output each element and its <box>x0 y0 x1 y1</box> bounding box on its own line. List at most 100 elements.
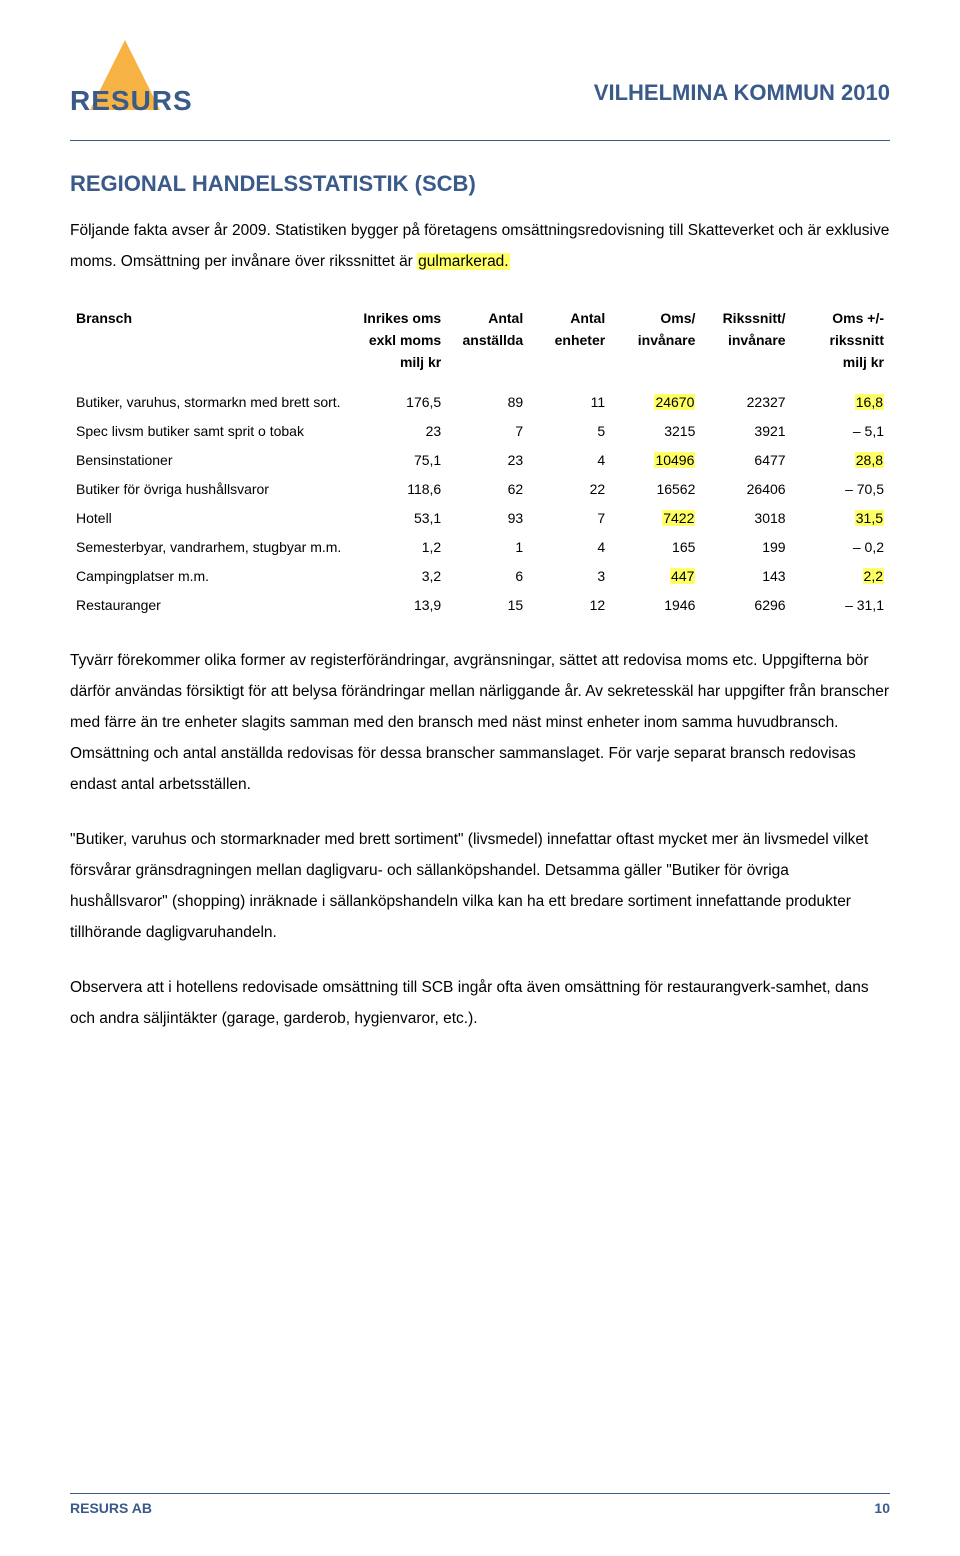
row-value: 1,2 <box>349 533 447 562</box>
intro-paragraph: Följande fakta avser år 2009. Statistike… <box>70 215 890 277</box>
table-col-subheader: anställda <box>447 329 529 351</box>
table-row: Semesterbyar, vandrarhem, stugbyar m.m.1… <box>70 533 890 562</box>
table-row: Butiker för övriga hushållsvaror118,6622… <box>70 475 890 504</box>
page-footer: RESURS AB 10 <box>70 1493 890 1516</box>
highlighted-value: 7422 <box>662 510 695 526</box>
row-value: 28,8 <box>792 446 890 475</box>
intro-line-1: Följande fakta avser år 2009. Statistike… <box>70 222 774 239</box>
row-value: 22 <box>529 475 611 504</box>
table-body: Butiker, varuhus, stormarkn med brett so… <box>70 374 890 620</box>
row-value: 3 <box>529 562 611 591</box>
row-value: 89 <box>447 388 529 417</box>
row-value: 4 <box>529 446 611 475</box>
page-header: RESURS VILHELMINA KOMMUN 2010 <box>70 40 890 130</box>
row-value: 176,5 <box>349 388 447 417</box>
row-value: 6 <box>447 562 529 591</box>
highlighted-value: 2,2 <box>863 568 884 584</box>
row-value: 62 <box>447 475 529 504</box>
logo: RESURS <box>70 40 210 130</box>
table-col-subheader2: milj kr <box>792 351 890 373</box>
row-value: 2,2 <box>792 562 890 591</box>
row-value: 16562 <box>611 475 701 504</box>
row-value: 53,1 <box>349 504 447 533</box>
table-col-subheader2 <box>447 351 529 373</box>
paragraph-2: "Butiker, varuhus och stormarknader med … <box>70 824 890 948</box>
row-value: 10496 <box>611 446 701 475</box>
header-divider <box>70 140 890 141</box>
table-col-subheader2: milj kr <box>349 351 447 373</box>
row-value: – 70,5 <box>792 475 890 504</box>
table-col-header: Antal <box>447 307 529 329</box>
footer-page-number: 10 <box>874 1500 890 1516</box>
statistics-table: BranschInrikes omsAntalAntalOms/Rikssnit… <box>70 307 890 620</box>
row-value: 31,5 <box>792 504 890 533</box>
table-col-subheader: enheter <box>529 329 611 351</box>
row-branch-name: Semesterbyar, vandrarhem, stugbyar m.m. <box>70 533 349 562</box>
highlighted-value: 31,5 <box>855 510 884 526</box>
row-value: – 0,2 <box>792 533 890 562</box>
table-col-subheader: invånare <box>611 329 701 351</box>
row-value: 7422 <box>611 504 701 533</box>
row-branch-name: Campingplatser m.m. <box>70 562 349 591</box>
row-value: 6477 <box>701 446 791 475</box>
row-value: 143 <box>701 562 791 591</box>
highlighted-value: 16,8 <box>855 394 884 410</box>
table-row: Butiker, varuhus, stormarkn med brett so… <box>70 388 890 417</box>
row-value: 11 <box>529 388 611 417</box>
table-col-subheader <box>70 329 349 351</box>
paragraph-3: Observera att i hotellens redovisade oms… <box>70 972 890 1034</box>
row-value: 3921 <box>701 417 791 446</box>
row-value: 1946 <box>611 591 701 620</box>
highlighted-value: 28,8 <box>855 452 884 468</box>
row-value: 15 <box>447 591 529 620</box>
row-value: 13,9 <box>349 591 447 620</box>
row-value: 75,1 <box>349 446 447 475</box>
logo-text: RESURS <box>70 85 193 117</box>
row-value: 12 <box>529 591 611 620</box>
table-col-header: Bransch <box>70 307 349 329</box>
row-branch-name: Hotell <box>70 504 349 533</box>
table-col-header: Rikssnitt/ <box>701 307 791 329</box>
row-value: – 31,1 <box>792 591 890 620</box>
row-value: 3018 <box>701 504 791 533</box>
row-branch-name: Restauranger <box>70 591 349 620</box>
table-header: BranschInrikes omsAntalAntalOms/Rikssnit… <box>70 307 890 374</box>
row-value: 447 <box>611 562 701 591</box>
table-row: Bensinstationer75,123410496647728,8 <box>70 446 890 475</box>
row-value: 1 <box>447 533 529 562</box>
table-col-header: Oms +/- <box>792 307 890 329</box>
row-value: 24670 <box>611 388 701 417</box>
row-value: 4 <box>529 533 611 562</box>
row-value: 16,8 <box>792 388 890 417</box>
row-value: 26406 <box>701 475 791 504</box>
row-value: 5 <box>529 417 611 446</box>
row-value: 7 <box>529 504 611 533</box>
row-value: – 5,1 <box>792 417 890 446</box>
table-row: Hotell53,1937 7422 3018 31,5 <box>70 504 890 533</box>
table-col-subheader2 <box>529 351 611 373</box>
row-branch-name: Butiker för övriga hushållsvaror <box>70 475 349 504</box>
row-value: 6296 <box>701 591 791 620</box>
row-value: 93 <box>447 504 529 533</box>
row-value: 3,2 <box>349 562 447 591</box>
table-col-subheader2 <box>70 351 349 373</box>
table-col-subheader: invånare <box>701 329 791 351</box>
table-col-subheader2 <box>611 351 701 373</box>
highlighted-value: 10496 <box>654 452 695 468</box>
table-col-header: Oms/ <box>611 307 701 329</box>
highlighted-value: 447 <box>670 568 695 584</box>
table-row: Spec livsm butiker samt sprit o tobak237… <box>70 417 890 446</box>
table-col-header: Inrikes oms <box>349 307 447 329</box>
row-value: 199 <box>701 533 791 562</box>
row-value: 22327 <box>701 388 791 417</box>
row-value: 118,6 <box>349 475 447 504</box>
table-row: Restauranger13,9151219466296– 31,1 <box>70 591 890 620</box>
table-col-header: Antal <box>529 307 611 329</box>
table-row: Campingplatser m.m.3,263 447 143 2,2 <box>70 562 890 591</box>
document-title: VILHELMINA KOMMUN 2010 <box>594 80 890 106</box>
row-value: 3215 <box>611 417 701 446</box>
highlighted-value: 24670 <box>654 394 695 410</box>
section-title: REGIONAL HANDELSSTATISTIK (SCB) <box>70 171 890 197</box>
row-value: 165 <box>611 533 701 562</box>
table-col-subheader2 <box>701 351 791 373</box>
